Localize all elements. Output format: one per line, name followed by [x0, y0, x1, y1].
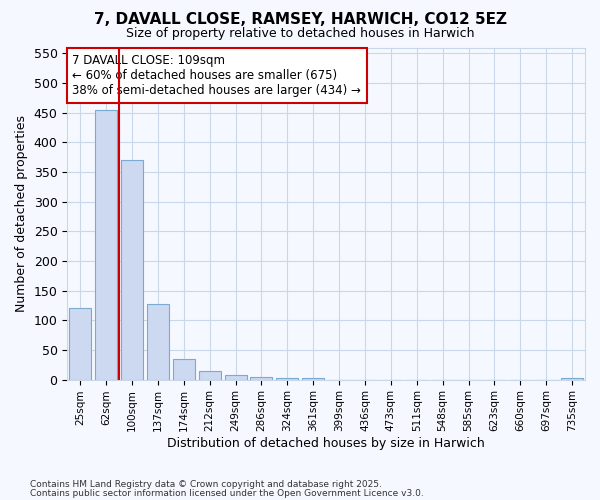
- Bar: [561, 378, 583, 380]
- Bar: [250, 376, 272, 380]
- Bar: [121, 160, 143, 380]
- Bar: [173, 359, 195, 380]
- Bar: [224, 375, 247, 380]
- Bar: [69, 308, 91, 380]
- Text: 7 DAVALL CLOSE: 109sqm
← 60% of detached houses are smaller (675)
38% of semi-de: 7 DAVALL CLOSE: 109sqm ← 60% of detached…: [73, 54, 361, 97]
- Bar: [199, 370, 221, 380]
- Text: 7, DAVALL CLOSE, RAMSEY, HARWICH, CO12 5EZ: 7, DAVALL CLOSE, RAMSEY, HARWICH, CO12 5…: [94, 12, 506, 28]
- Bar: [147, 304, 169, 380]
- X-axis label: Distribution of detached houses by size in Harwich: Distribution of detached houses by size …: [167, 437, 485, 450]
- Y-axis label: Number of detached properties: Number of detached properties: [15, 115, 28, 312]
- Text: Size of property relative to detached houses in Harwich: Size of property relative to detached ho…: [126, 28, 474, 40]
- Bar: [277, 378, 298, 380]
- Bar: [302, 378, 324, 380]
- Text: Contains HM Land Registry data © Crown copyright and database right 2025.: Contains HM Land Registry data © Crown c…: [30, 480, 382, 489]
- Text: Contains public sector information licensed under the Open Government Licence v3: Contains public sector information licen…: [30, 488, 424, 498]
- Bar: [95, 110, 117, 380]
